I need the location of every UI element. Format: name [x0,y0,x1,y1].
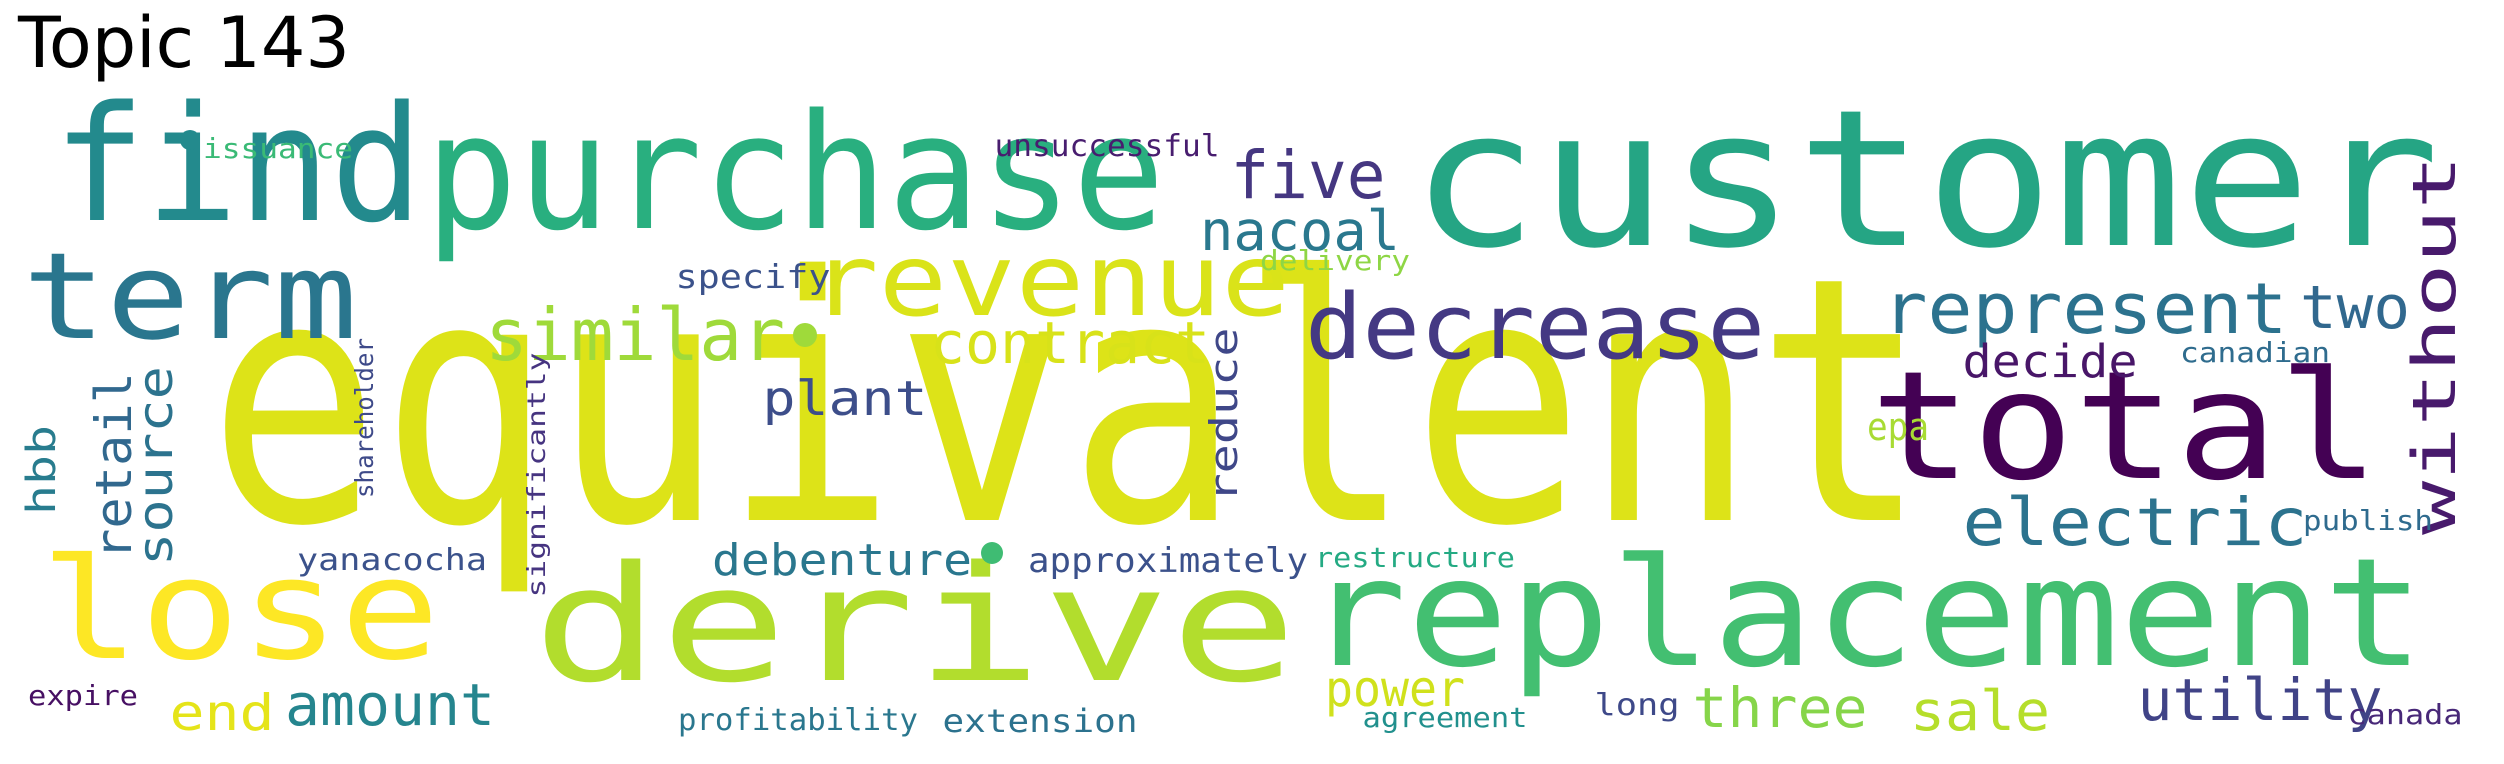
word-customer: customer [1410,69,2440,290]
dot-mark [180,130,200,150]
word-five: five [1231,137,1386,214]
word-without: without [2400,155,2470,535]
word-term: term [23,228,358,367]
word-utility: utility [2138,666,2383,734]
word-revenue: revenue [810,222,1290,339]
word-canadian: canadian [2180,336,2330,369]
word-replacement: replacement [1305,527,2425,701]
word-equivalent: equivalent [208,205,1928,601]
word-epa: epa [1867,405,1929,449]
word-reduce: reduce [1202,328,1246,503]
word-sale: sale [1910,679,2050,743]
word-debenture: debenture [712,535,972,586]
word-power: power [1325,660,1465,718]
chart-title: Topic 143 [18,2,350,84]
word-unsuccessful: unsuccessful [995,129,1220,164]
word-end: end [170,684,275,742]
dot-mark [793,323,817,347]
word-issuance: issuance [203,132,353,165]
word-similar: similar [485,293,785,377]
word-long: long [1595,688,1680,723]
word-lose: lose [40,529,440,692]
word-extension: extension [943,702,1138,740]
word-nacoal: nacoal [1200,199,1400,263]
word-yanacocha: yanacocha [297,543,487,578]
word-canada: canada [2348,698,2463,731]
word-retail: retail [85,372,143,560]
word-two: two [2300,273,2410,343]
word-shareholder: shareholder [350,338,379,498]
word-represent: represent [1883,268,2288,350]
word-publish: publish [2303,504,2433,537]
word-amount: amount [285,671,495,739]
word-agreement: agreement [1363,701,1528,734]
word-electric: electric [1963,484,2308,561]
word-delivery: delivery [1260,244,1410,277]
word-expire: expire [28,679,138,712]
word-source: source [128,366,184,566]
word-approximately: approximately [1028,541,1308,581]
word-derive: derive [533,531,1298,718]
word-specify: specify [676,257,831,296]
word-total: total [1870,340,2380,514]
word-hbb: hbb [19,425,65,515]
word-three: three [1693,676,1868,740]
word-find: find [53,71,423,258]
word-significantly: significantly [522,353,551,598]
word-decide: decide [1963,335,2138,388]
word-plant: plant [763,371,928,427]
word-profitability: profitability [678,703,918,738]
word-purchase: purchase [425,79,1165,266]
dot-mark [981,542,1003,564]
word-decrease: decrease [1305,275,1765,380]
word-contract: contract [930,309,1210,377]
word-restructure: restructure [1315,541,1515,574]
